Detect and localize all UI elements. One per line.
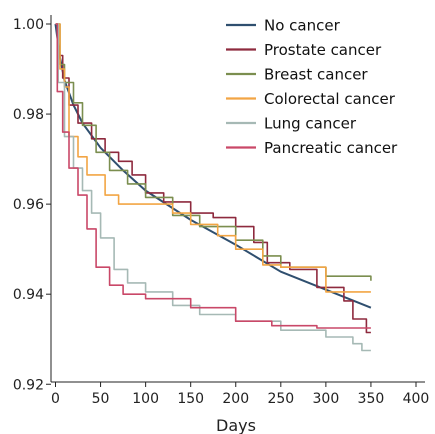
legend-label-prostate-cancer: Prostate cancer [264, 41, 382, 59]
series-line-prostate-cancer [55, 23, 371, 334]
x-tick-label: 100 [132, 391, 159, 407]
x-tick-label: 350 [358, 391, 385, 407]
x-tick-label: 400 [403, 391, 430, 407]
legend: No cancer Prostate cancer Breast cancer Col… [226, 17, 398, 157]
x-tick-label: 150 [177, 391, 204, 407]
y-tick-label: 1.00 [13, 17, 44, 33]
y-tick-label: 0.98 [13, 107, 44, 123]
series-line-lung-cancer [55, 23, 371, 352]
y-tick-label: 0.94 [13, 287, 44, 303]
legend-label-breast-cancer: Breast cancer [264, 66, 368, 84]
legend-label-pancreatic-cancer: Pancreatic cancer [264, 139, 398, 157]
y-tick-label: 0.92 [13, 377, 44, 393]
series-line-colorectal-cancer [55, 23, 371, 293]
legend-label-colorectal-cancer: Colorectal cancer [264, 90, 396, 108]
series-lines [54, 23, 372, 352]
x-axis-title: Days [216, 416, 256, 434]
x-tick-label: 50 [92, 391, 110, 407]
axes: 0.92 0.94 0.96 0.98 1.00 0 50 100 150 200 250 300 35… [13, 15, 430, 407]
x-tick-label: 300 [313, 391, 340, 407]
x-tick-label: 200 [222, 391, 249, 407]
x-tick-label: 0 [51, 391, 60, 407]
y-tick-label: 0.96 [13, 197, 44, 213]
legend-label-no-cancer: No cancer [264, 17, 341, 35]
series-line-breast-cancer [55, 23, 372, 281]
x-tick-label: 250 [267, 391, 294, 407]
series-line-pancreatic-cancer [55, 23, 371, 329]
legend-label-lung-cancer: Lung cancer [264, 115, 357, 133]
